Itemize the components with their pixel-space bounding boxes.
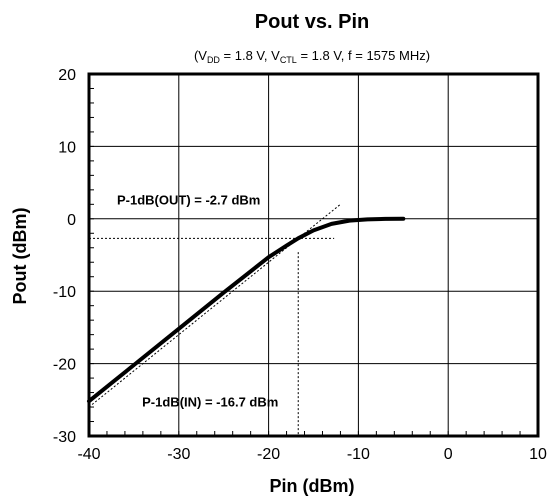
y-tick-label: 10 (58, 139, 76, 156)
p1db-guides (89, 237, 335, 436)
annotations: P-1dB(OUT) = -2.7 dBm P-1dB(IN) = -16.7 … (117, 192, 278, 409)
series-line-pout (87, 216, 406, 404)
x-tick-labels: -40 -30 -20 -10 0 10 (77, 446, 547, 463)
y-tick-labels: -30 -20 -10 0 10 20 (53, 67, 76, 446)
p1db-in-label: P-1dB(IN) = -16.7 dBm (142, 394, 278, 409)
x-tick-label: -20 (257, 446, 280, 463)
y-tick-label: 0 (67, 212, 76, 229)
minor-ticks (88, 73, 539, 437)
x-axis-label: Pin (dBm) (270, 476, 355, 496)
plot-frame (87, 72, 540, 438)
y-tick-label: -20 (53, 357, 76, 374)
y-tick-label: -10 (53, 284, 76, 301)
subtitle-rest: = 1.8 V, f = 1575 MHz) (297, 48, 430, 63)
subtitle-vctl-sub: CTL (280, 55, 297, 65)
subtitle-prefix: (V (194, 48, 207, 63)
y-axis-label: Pout (dBm) (10, 208, 30, 305)
chart-subtitle: (VDD = 1.8 V, VCTL = 1.8 V, f = 1575 MHz… (194, 48, 430, 65)
grid (89, 74, 538, 436)
chart-title: Pout vs. Pin (255, 11, 369, 33)
subtitle-vdd-val: = 1.8 V, V (220, 48, 280, 63)
y-tick-label: 20 (58, 67, 76, 84)
x-tick-label: -10 (347, 446, 370, 463)
x-tick-label: 0 (444, 446, 453, 463)
series-group (87, 216, 406, 404)
x-tick-label: 10 (529, 446, 547, 463)
p1db-out-label: P-1dB(OUT) = -2.7 dBm (117, 192, 260, 207)
y-tick-label: -30 (53, 429, 76, 446)
subtitle-vdd-sub: DD (207, 55, 220, 65)
x-tick-label: -40 (77, 446, 100, 463)
x-tick-label: -30 (167, 446, 190, 463)
